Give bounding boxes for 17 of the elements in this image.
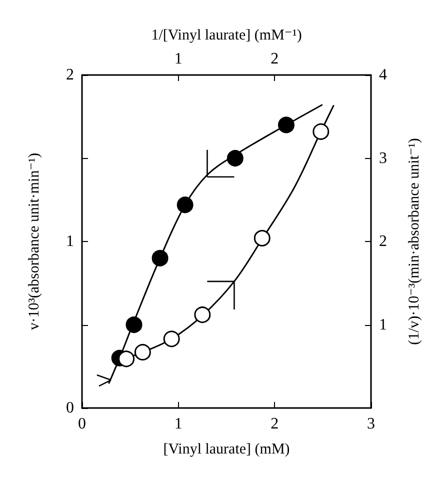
y-tick-label: 1	[66, 233, 74, 250]
y-axis-title: v·10³(absorbance unit·min⁻¹)	[26, 152, 42, 330]
x-tick-label: 0	[78, 416, 86, 432]
y2-tick-label: 2	[379, 233, 387, 250]
y2-tick-label: 3	[379, 150, 387, 167]
x-tick-label: 1	[174, 416, 182, 432]
x2-axis-title: 1/[Vinyl laurate] (mM⁻¹)	[151, 28, 302, 44]
y2-axis-title: (1/v)·10⁻³(min·absorbance unit⁻¹)	[406, 138, 422, 345]
x-axis-title: [Vinyl laurate] (mM)	[163, 442, 290, 458]
y2-tick-label: 1	[379, 316, 387, 334]
x-tick-label: 3	[367, 416, 375, 432]
x2-tick-label: 2	[270, 50, 279, 68]
x-tick-label: 2	[270, 416, 279, 432]
y-tick-label: 0	[66, 400, 74, 416]
x2-tick-label: 1	[174, 50, 182, 68]
y-tick-label: 2	[66, 66, 74, 84]
y2-tick-label: 4	[379, 66, 387, 84]
